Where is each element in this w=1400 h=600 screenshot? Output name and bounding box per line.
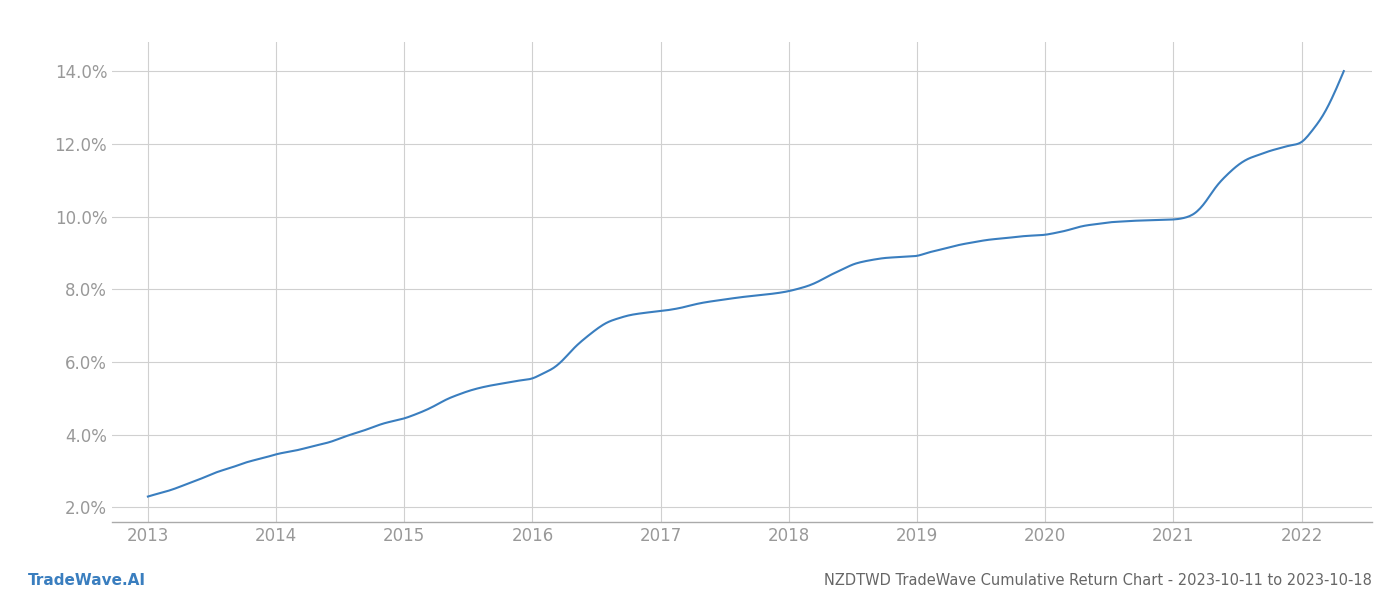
Text: NZDTWD TradeWave Cumulative Return Chart - 2023-10-11 to 2023-10-18: NZDTWD TradeWave Cumulative Return Chart…: [825, 573, 1372, 588]
Text: TradeWave.AI: TradeWave.AI: [28, 573, 146, 588]
